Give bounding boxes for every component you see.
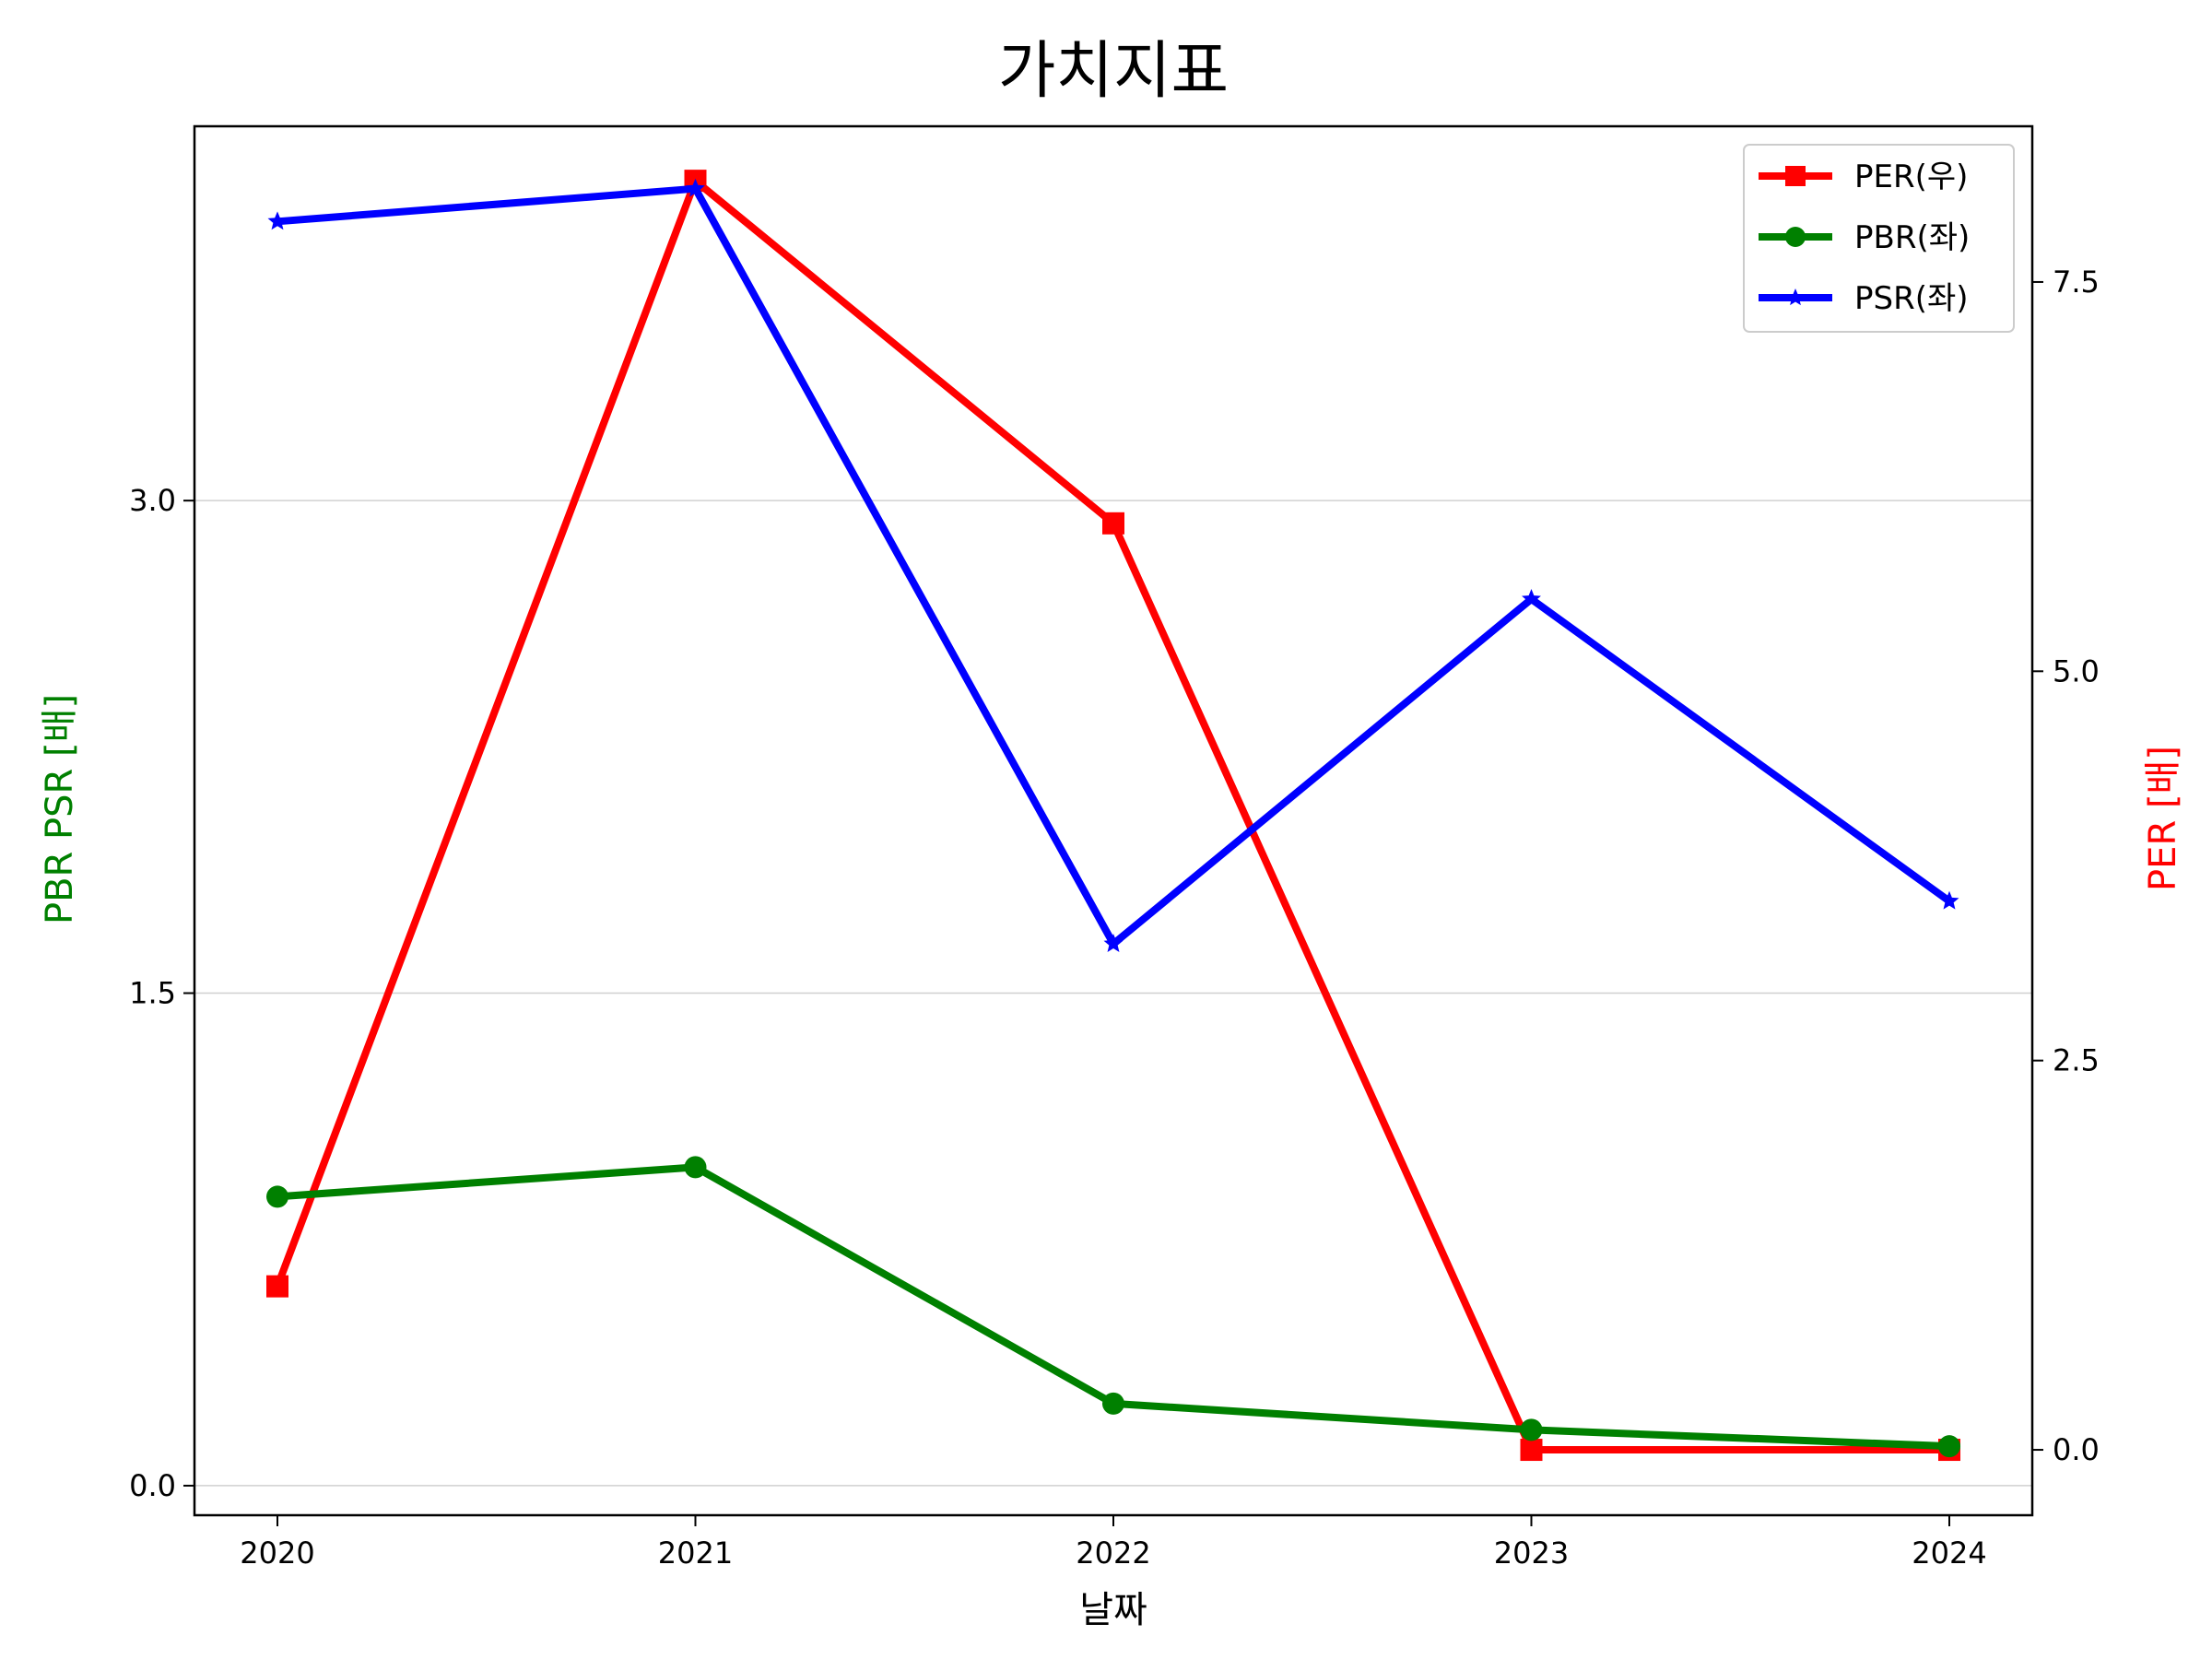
data-point <box>267 211 288 230</box>
y-right-tick-label: 5.0 <box>2053 653 2100 688</box>
data-point <box>684 1156 707 1179</box>
series-PBR(좌) <box>266 1156 1960 1458</box>
legend-label: PBR(좌) <box>1854 219 1970 256</box>
data-point <box>1102 512 1124 535</box>
data-point <box>266 1185 288 1208</box>
legend-marker <box>1786 288 1805 306</box>
data-point <box>1520 1418 1543 1441</box>
legend-label: PER(우) <box>1854 159 1968 195</box>
data-point <box>1102 1392 1124 1415</box>
gridlines <box>194 500 2032 1487</box>
chart-title: 가치지표 <box>998 35 1229 108</box>
data-point <box>1939 890 1959 910</box>
axes-layer: 0.0 1.5 3.0 0.0 2.5 5.0 7.5 2020 2021 2022 2023 202… <box>129 265 2100 1571</box>
x-axis-label: 날짜 <box>1079 1589 1147 1631</box>
x-tick-label: 2023 <box>1494 1535 1569 1571</box>
data-point <box>686 178 705 197</box>
legend-item: PBR(좌) <box>1759 219 1970 256</box>
legend: PER(우) PBR(좌) PSR(좌) <box>1743 144 2015 333</box>
legend-marker <box>1785 166 1806 186</box>
series-layer <box>266 170 1960 1462</box>
y-right-tick-label: 7.5 <box>2053 265 2100 300</box>
legend-box <box>1743 144 2015 333</box>
data-point <box>1103 934 1124 952</box>
legend-item: PER(우) <box>1759 159 1968 195</box>
series-PER(우) <box>266 170 1960 1462</box>
y-left-tick-label: 1.5 <box>129 976 176 1011</box>
data-point <box>1938 1435 1960 1458</box>
y-axis-left-label: PBR PSR [배] <box>39 694 81 924</box>
x-tick-label: 2021 <box>658 1535 733 1571</box>
y-right-tick-label: 2.5 <box>2053 1043 2100 1078</box>
legend-label: PSR(좌) <box>1854 280 1969 317</box>
x-tick-label: 2022 <box>1076 1535 1150 1571</box>
y-left-tick-label: 0.0 <box>129 1468 176 1503</box>
y-axis-right-label: PER [배] <box>2142 746 2184 891</box>
y-right-tick-label: 0.0 <box>2053 1432 2100 1467</box>
legend-marker <box>1785 227 1806 247</box>
series-PSR(좌) <box>267 178 1959 952</box>
x-tick-label: 2024 <box>1912 1535 1986 1571</box>
data-point <box>266 1275 288 1298</box>
data-point <box>1520 1439 1543 1462</box>
legend-item: PSR(좌) <box>1759 280 1969 317</box>
y-left-tick-label: 3.0 <box>129 483 176 518</box>
data-point <box>1522 589 1541 607</box>
x-tick-label: 2020 <box>240 1535 314 1571</box>
